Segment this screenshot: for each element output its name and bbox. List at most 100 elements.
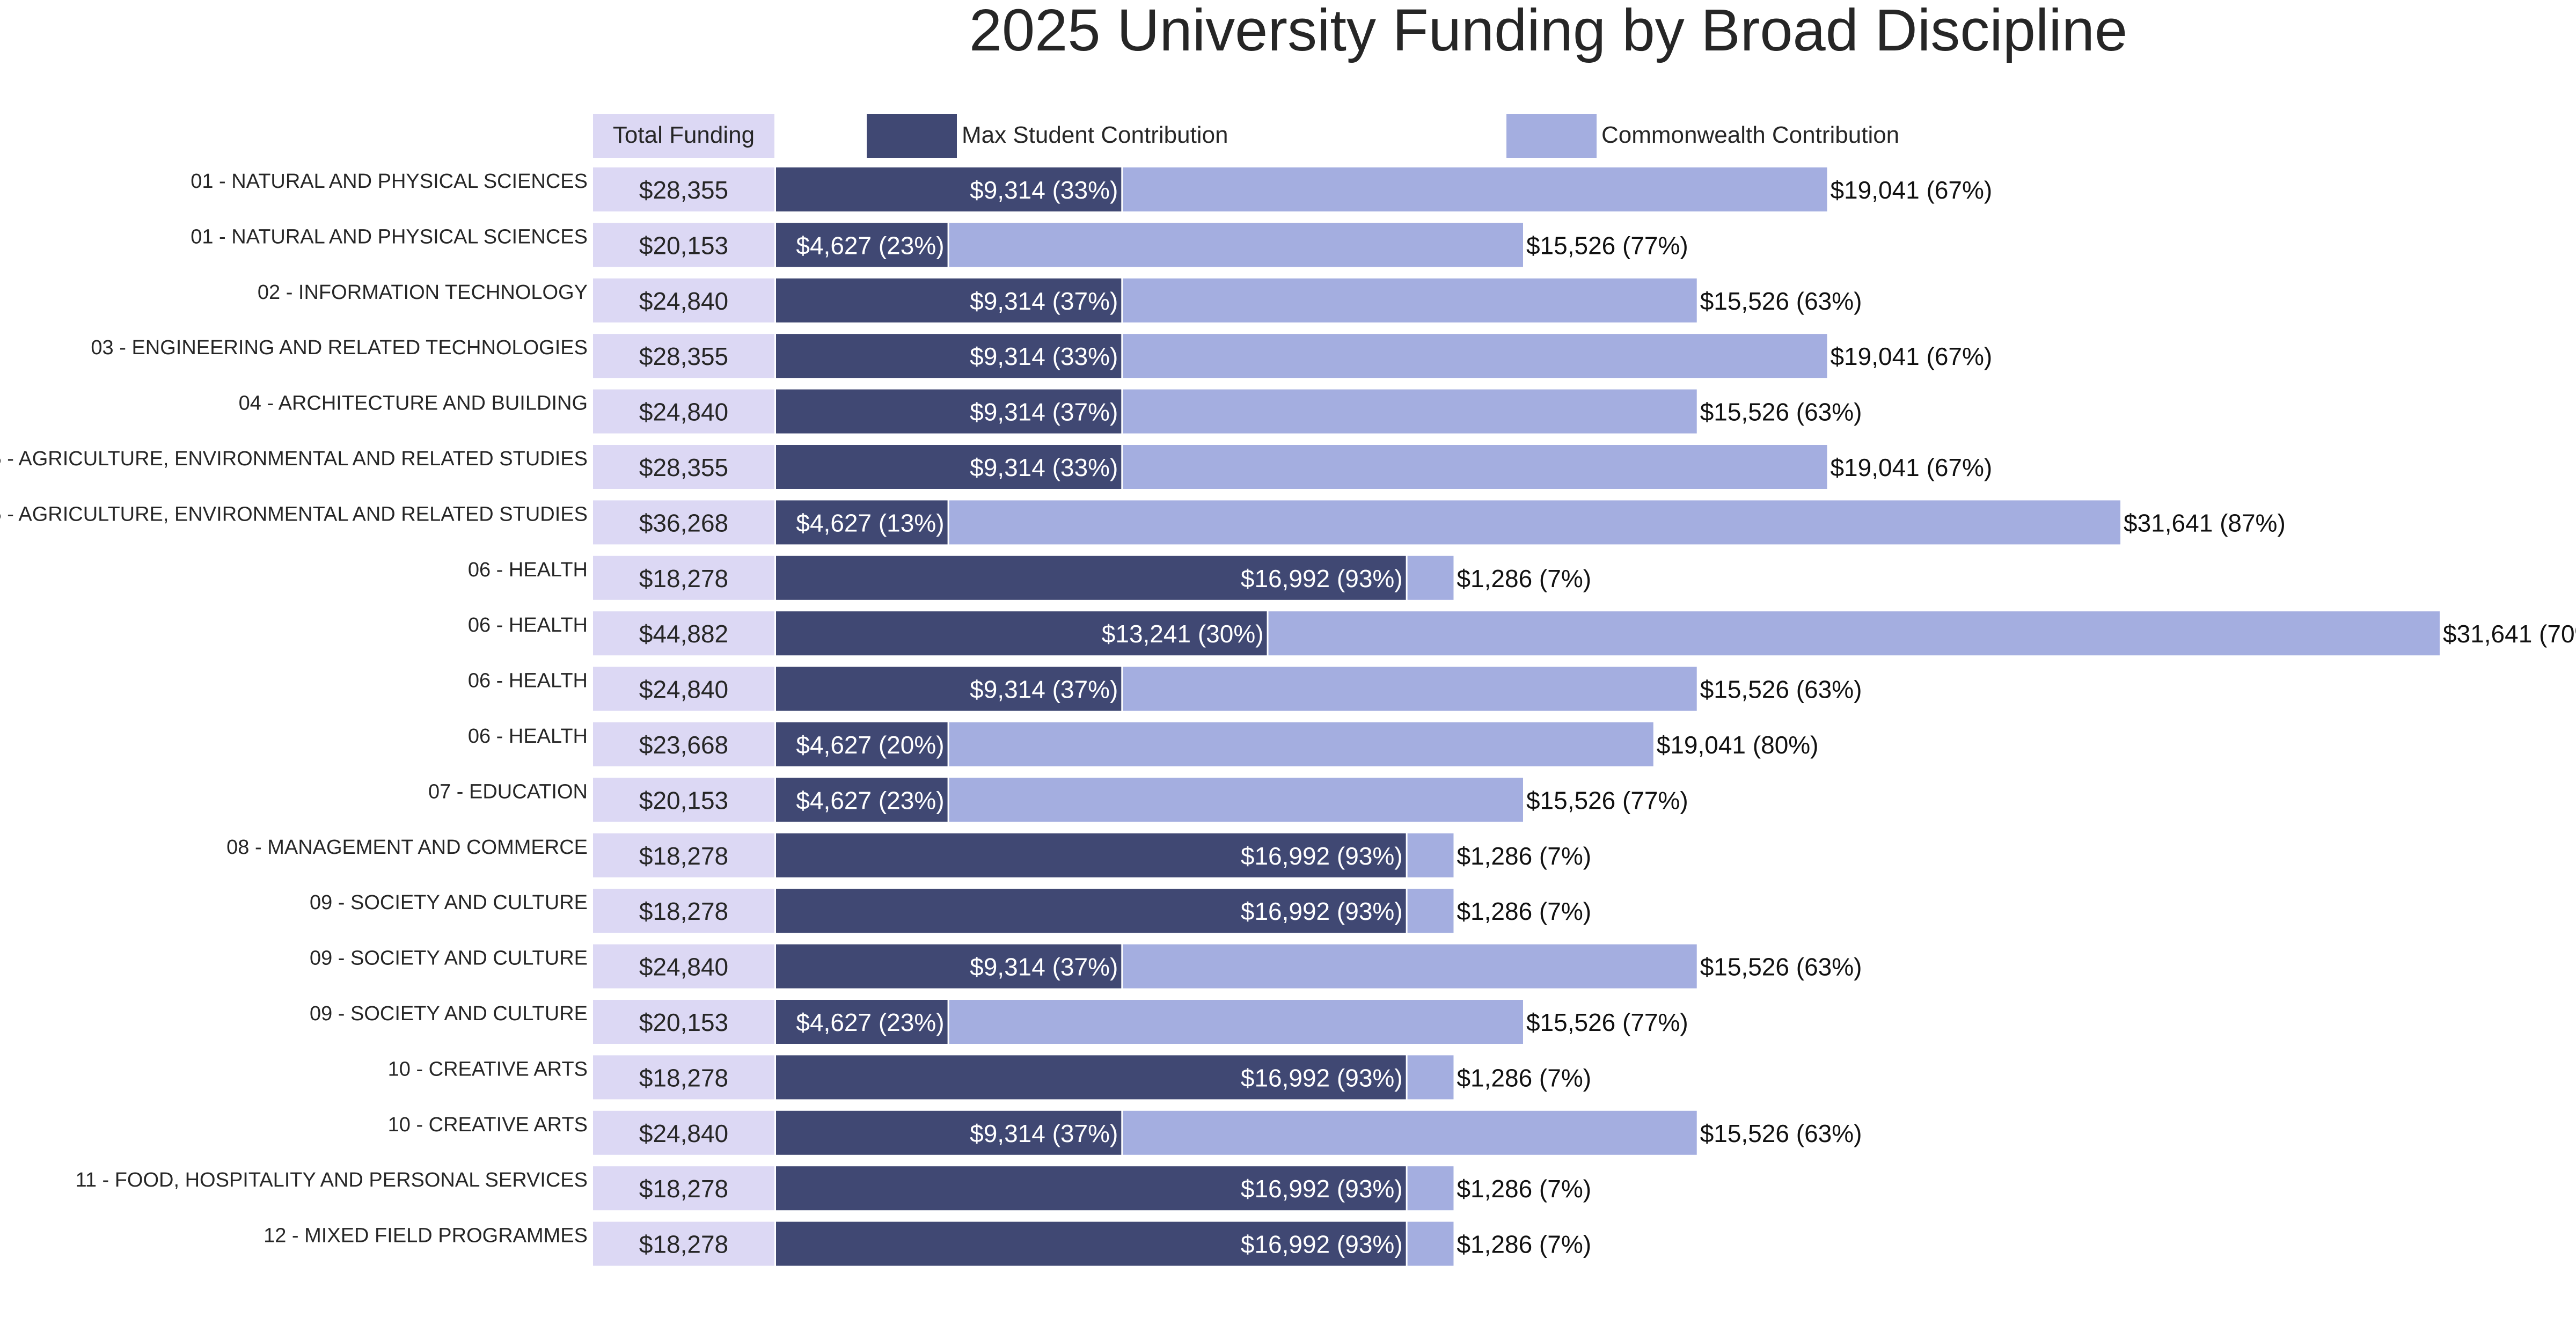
commonwealth-bar [1123, 389, 1697, 434]
student-value-label: $9,314 (37%) [970, 287, 1118, 315]
total-cell [593, 334, 774, 378]
bar-row: 12 - MIXED FIELD PROGRAMMES $18,278 $16,99… [264, 1221, 1591, 1266]
commonwealth-bar [949, 223, 1523, 267]
total-label: $28,355 [639, 453, 728, 481]
bar-row: 01 - NATURAL AND PHYSICAL SCIENCES $28,35… [191, 167, 1992, 211]
commonwealth-value-label: $15,526 (63%) [1700, 953, 1862, 981]
total-label: $23,668 [639, 731, 728, 759]
legend-total-cell [593, 114, 774, 158]
total-cell [593, 167, 774, 211]
bar-row: 09 - SOCIETY AND CULTURE $18,278 $16,992 (… [310, 889, 1591, 933]
total-label: $24,840 [639, 953, 728, 981]
student-bar [776, 334, 1122, 378]
commonwealth-bar [1407, 1221, 1454, 1266]
student-bar [776, 278, 1122, 323]
category-label: 06 - HEALTH [468, 670, 588, 692]
total-label: $18,278 [639, 842, 728, 870]
commonwealth-value-label: $1,286 (7%) [1457, 842, 1591, 870]
total-label: $36,268 [639, 509, 728, 537]
commonwealth-value-label: $15,526 (63%) [1700, 676, 1862, 704]
commonwealth-bar [1123, 667, 1697, 711]
category-label: 05 - AGRICULTURE, ENVIRONMENTAL AND RELA… [0, 503, 588, 525]
category-label: 02 - INFORMATION TECHNOLOGY [258, 281, 588, 304]
bar-row: 04 - ARCHITECTURE AND BUILDING $24,840 $9,… [239, 389, 1862, 434]
commonwealth-value-label: $1,286 (7%) [1457, 1064, 1591, 1092]
bar-row: 10 - CREATIVE ARTS $24,840 $9,314 (37%) $15… [388, 1110, 1862, 1155]
commonwealth-value-label: $15,526 (77%) [1526, 786, 1688, 814]
commonwealth-value-label: $19,041 (67%) [1830, 453, 1992, 481]
bar-row: 06 - HEALTH $44,882 $13,241 (30%) $31,641 (… [468, 611, 2576, 656]
bar-row: 05 - AGRICULTURE, ENVIRONMENTAL AND RELA… [0, 500, 2286, 545]
student-bar [776, 167, 1122, 211]
category-label: 06 - HEALTH [468, 614, 588, 636]
commonwealth-bar [949, 778, 1523, 822]
commonwealth-bar [1123, 1110, 1697, 1155]
student-bar [776, 944, 1122, 989]
bar-row: 09 - SOCIETY AND CULTURE $20,153 $4,627 (2… [310, 1000, 1688, 1044]
total-cell [593, 500, 774, 545]
category-label: 01 - NATURAL AND PHYSICAL SCIENCES [191, 170, 588, 193]
student-value-label: $16,992 (93%) [1241, 1175, 1403, 1203]
category-label: 09 - SOCIETY AND CULTURE [310, 947, 588, 970]
total-cell [593, 278, 774, 323]
bar-row: 03 - ENGINEERING AND RELATED TECHNOLOGIE… [91, 334, 1992, 378]
student-bar [776, 778, 948, 822]
student-value-label: $16,992 (93%) [1241, 1064, 1403, 1092]
commonwealth-value-label: $19,041 (67%) [1830, 342, 1992, 370]
student-value-label: $9,314 (37%) [970, 953, 1118, 981]
category-label: 04 - ARCHITECTURE AND BUILDING [239, 392, 588, 415]
student-bar [776, 500, 948, 545]
chart-legend: Total Funding Max Student Contribution C… [593, 114, 1899, 158]
student-value-label: $4,627 (20%) [796, 731, 944, 759]
bar-row: 06 - HEALTH $23,668 $4,627 (20%) $19,041 (8… [468, 722, 1819, 766]
total-label: $18,278 [639, 1064, 728, 1092]
total-cell [593, 833, 774, 877]
total-label: $20,153 [639, 786, 728, 814]
commonwealth-value-label: $31,641 (87%) [2124, 509, 2286, 537]
commonwealth-bar [1123, 445, 1827, 489]
total-cell [593, 1221, 774, 1266]
total-cell [593, 1000, 774, 1044]
student-value-label: $9,314 (37%) [970, 1119, 1118, 1147]
commonwealth-value-label: $15,526 (77%) [1526, 231, 1688, 259]
commonwealth-value-label: $15,526 (63%) [1700, 398, 1862, 426]
legend-commonwealth-swatch [1506, 114, 1597, 158]
student-value-label: $16,992 (93%) [1241, 565, 1403, 592]
category-label: 03 - ENGINEERING AND RELATED TECHNOLOGIE… [91, 336, 588, 359]
category-label: 10 - CREATIVE ARTS [388, 1058, 588, 1080]
student-value-label: $4,627 (23%) [796, 1008, 944, 1036]
commonwealth-value-label: $1,286 (7%) [1457, 1231, 1591, 1258]
commonwealth-value-label: $1,286 (7%) [1457, 1175, 1591, 1203]
total-label: $28,355 [639, 342, 728, 370]
category-label: 09 - SOCIETY AND CULTURE [310, 1002, 588, 1025]
total-cell [593, 889, 774, 933]
total-label: $24,840 [639, 398, 728, 426]
commonwealth-value-label: $19,041 (80%) [1657, 731, 1819, 759]
student-value-label: $9,314 (33%) [970, 176, 1118, 204]
total-cell [593, 944, 774, 989]
total-label: $28,355 [639, 176, 728, 204]
bar-row: 09 - SOCIETY AND CULTURE $24,840 $9,314 (3… [310, 944, 1862, 989]
commonwealth-value-label: $15,526 (77%) [1526, 1008, 1688, 1036]
student-bar [776, 667, 1122, 711]
commonwealth-value-label: $1,286 (7%) [1457, 897, 1591, 925]
category-label: 07 - EDUCATION [428, 780, 588, 803]
total-label: $24,840 [639, 676, 728, 704]
total-label: $18,278 [639, 1231, 728, 1258]
student-bar [776, 555, 1406, 600]
student-value-label: $16,992 (93%) [1241, 897, 1403, 925]
legend-commonwealth-label: Commonwealth Contribution [1601, 122, 1899, 148]
category-label: 01 - NATURAL AND PHYSICAL SCIENCES [191, 225, 588, 248]
commonwealth-bar [1407, 833, 1454, 877]
commonwealth-value-label: $19,041 (67%) [1830, 176, 1992, 204]
total-label: $18,278 [639, 1175, 728, 1203]
commonwealth-bar [1407, 1166, 1454, 1211]
student-value-label: $9,314 (33%) [970, 453, 1118, 481]
total-cell [593, 389, 774, 434]
category-label: 05 - AGRICULTURE, ENVIRONMENTAL AND RELA… [0, 448, 588, 470]
total-cell [593, 778, 774, 822]
commonwealth-bar [1407, 889, 1454, 933]
student-value-label: $9,314 (37%) [970, 676, 1118, 704]
total-label: $20,153 [639, 231, 728, 259]
